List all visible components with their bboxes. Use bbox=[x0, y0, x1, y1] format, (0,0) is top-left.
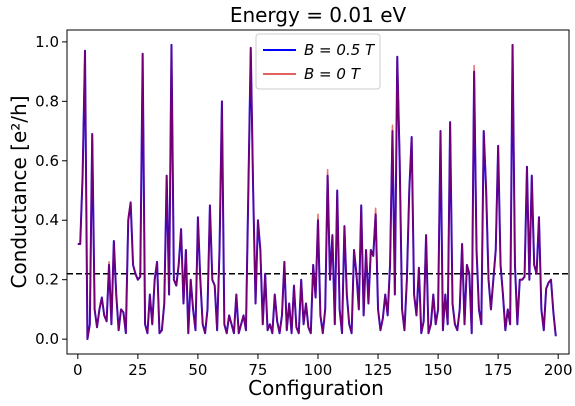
x-tick-label: 25 bbox=[128, 361, 147, 379]
legend-label: B = 0 T bbox=[304, 65, 362, 83]
y-tick-label: 0.0 bbox=[35, 330, 59, 348]
x-axis-title: Configuration bbox=[248, 376, 384, 400]
y-tick-label: 0.2 bbox=[35, 271, 59, 289]
y-tick-label: 1.0 bbox=[35, 33, 59, 51]
series-line-b-0t bbox=[77, 44, 557, 340]
series-layer bbox=[77, 43, 557, 341]
legend-box bbox=[255, 33, 381, 90]
y-tick-label: 0.4 bbox=[35, 211, 59, 229]
x-tick-label: 75 bbox=[248, 361, 267, 379]
legend-label: B = 0.5 T bbox=[304, 41, 376, 59]
x-tick-label: 0 bbox=[73, 361, 83, 379]
y-tick-label: 0.8 bbox=[35, 92, 59, 110]
chart-title: Energy = 0.01 eV bbox=[230, 3, 407, 27]
x-tick-label: 125 bbox=[364, 361, 393, 379]
y-axis-title: Conductance [e²/h] bbox=[7, 95, 31, 288]
y-axis-ticks: 0.0 0.2 0.4 0.6 0.8 1.0 bbox=[35, 33, 67, 348]
x-tick-label: 150 bbox=[424, 361, 453, 379]
y-tick-label: 0.6 bbox=[35, 152, 59, 170]
x-axis-ticks: 0 25 50 75 100 125 150 175 200 bbox=[73, 354, 573, 379]
x-tick-label: 50 bbox=[188, 361, 207, 379]
legend: B = 0.5 T B = 0 T bbox=[255, 33, 381, 90]
x-tick-label: 175 bbox=[484, 361, 513, 379]
x-tick-label: 200 bbox=[544, 361, 573, 379]
x-tick-label: 100 bbox=[304, 361, 333, 379]
